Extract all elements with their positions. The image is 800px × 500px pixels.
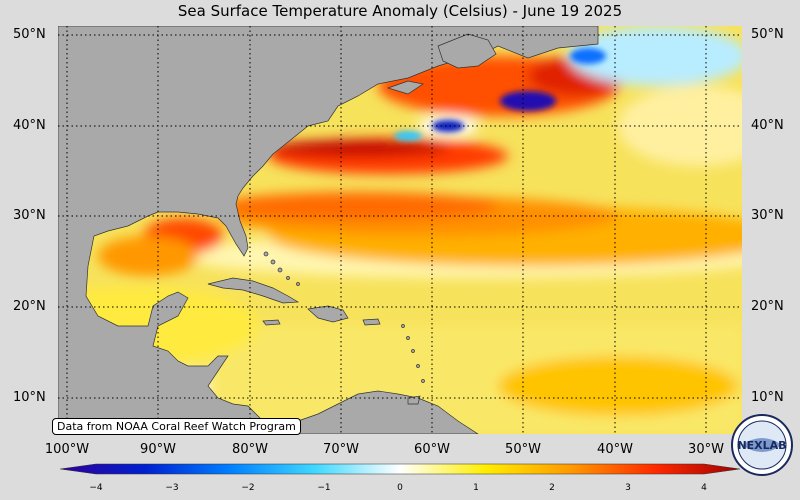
lat-label-left: 10°N [13, 390, 46, 405]
colorbar-tick: 1 [473, 483, 479, 493]
lon-label: 50°W [505, 442, 541, 457]
colorbar-tick: 2 [549, 483, 555, 493]
svg-text:NEXLAB: NEXLAB [737, 439, 786, 452]
lat-label-left: 40°N [13, 118, 46, 133]
lon-label: 100°W [44, 442, 90, 457]
colorbar-tick: −3 [165, 483, 179, 493]
lat-label-right: 20°N [751, 299, 784, 314]
colorbar-tick: 4 [701, 483, 707, 493]
sst-anomaly-map[interactable] [58, 26, 742, 434]
map-title: Sea Surface Temperature Anomaly (Celsius… [177, 2, 623, 20]
lat-label-left: 20°N [13, 299, 46, 314]
colorbar-tick: −4 [89, 483, 103, 493]
land-areas [58, 26, 599, 434]
lat-label-left: 30°N [13, 208, 46, 223]
graticule [58, 26, 742, 434]
nexlab-logo: NEXLAB [731, 414, 793, 476]
lon-label: 40°W [597, 442, 633, 457]
lat-label-right: 40°N [751, 118, 784, 133]
data-credit-box: Data from NOAA Coral Reef Watch Program [52, 418, 301, 435]
lat-label-right: 10°N [751, 390, 784, 405]
lon-label: 60°W [414, 442, 450, 457]
colorbar-tick: −2 [241, 483, 255, 493]
lat-label-left: 50°N [13, 27, 46, 42]
lon-label: 70°W [323, 442, 359, 457]
colorbar [60, 463, 740, 475]
lat-label-right: 30°N [751, 208, 784, 223]
lon-label: 90°W [140, 442, 176, 457]
lat-label-right: 50°N [751, 27, 784, 42]
colorbar-tick: 0 [397, 483, 403, 493]
lon-label: 80°W [232, 442, 268, 457]
lon-label: 30°W [688, 442, 724, 457]
colorbar-tick: −1 [317, 483, 331, 493]
colorbar-tick: 3 [625, 483, 631, 493]
